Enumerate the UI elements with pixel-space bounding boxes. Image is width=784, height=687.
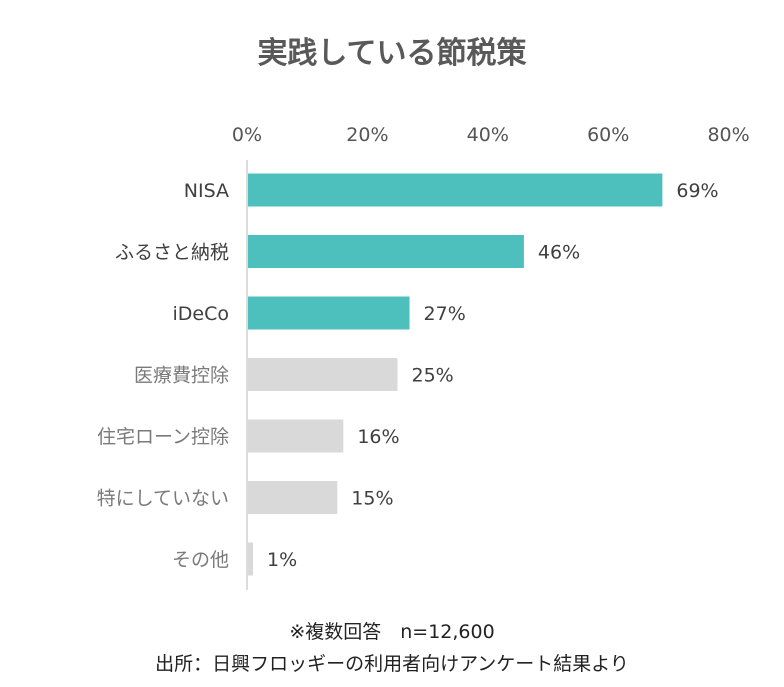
category-label: ふるさと納税 bbox=[115, 242, 229, 264]
bar bbox=[248, 542, 254, 576]
bar bbox=[248, 296, 410, 330]
category-label: 医療費控除 bbox=[134, 365, 229, 387]
bar bbox=[248, 358, 398, 391]
chart-title: 実践している節税策 bbox=[257, 36, 527, 71]
category-label: 住宅ローン控除 bbox=[97, 426, 229, 448]
x-tick-label: 80% bbox=[707, 124, 749, 146]
data-label: 25% bbox=[412, 365, 454, 387]
data-label: 16% bbox=[357, 426, 399, 448]
data-label: 27% bbox=[424, 303, 466, 325]
x-tick-label: 0% bbox=[232, 124, 262, 146]
category-label: NISA bbox=[184, 180, 229, 202]
category-label: 特にしていない bbox=[97, 488, 229, 510]
x-tick-label: 20% bbox=[346, 124, 388, 146]
bar bbox=[248, 481, 338, 514]
data-label: 46% bbox=[538, 242, 580, 264]
data-label: 1% bbox=[267, 549, 297, 571]
x-tick-label: 60% bbox=[587, 124, 629, 146]
sample-note: ※複数回答 n=12,600 bbox=[289, 621, 495, 643]
bar bbox=[248, 419, 344, 453]
bar bbox=[248, 235, 524, 268]
category-label: iDeCo bbox=[173, 303, 230, 325]
bar bbox=[248, 173, 663, 207]
data-label: 69% bbox=[676, 180, 718, 202]
source-note: 出所：日興フロッギーの利用者向けアンケート結果より bbox=[155, 653, 629, 675]
data-label: 15% bbox=[351, 488, 393, 510]
bar-chart: 0% 20% 40% 60% 80% NISA 69% ふるさと納税 46% iDeCo 27% 医療… bbox=[97, 124, 750, 590]
category-label: その他 bbox=[172, 549, 229, 571]
x-tick-label: 40% bbox=[467, 124, 509, 146]
